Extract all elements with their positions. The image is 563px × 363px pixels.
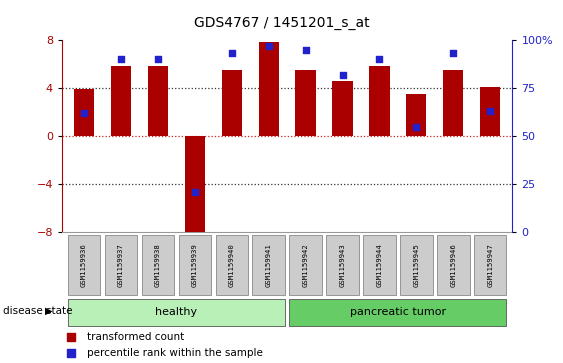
Point (301, 46, 310, 52)
Bar (148, 66, 168, 136)
Point (449, 50, 458, 56)
Point (117, 56, 126, 62)
Text: pancreatic tumor: pancreatic tumor (350, 307, 446, 317)
Text: GSM1159940: GSM1159940 (229, 243, 235, 287)
Point (79, 110, 88, 116)
Point (227, 50, 236, 56)
FancyBboxPatch shape (105, 235, 137, 295)
FancyBboxPatch shape (142, 235, 174, 295)
Point (264, 43, 273, 49)
Bar (258, 42, 279, 136)
Point (412, 123, 421, 129)
Text: GSM1159936: GSM1159936 (81, 243, 87, 287)
Point (338, 72, 347, 77)
Bar (369, 66, 390, 136)
Text: GSM1159939: GSM1159939 (192, 243, 198, 287)
FancyBboxPatch shape (178, 235, 211, 295)
Bar (296, 70, 316, 136)
Text: healthy: healthy (155, 307, 198, 317)
FancyBboxPatch shape (363, 235, 396, 295)
FancyBboxPatch shape (68, 235, 100, 295)
FancyBboxPatch shape (252, 235, 285, 295)
Text: GSM1159946: GSM1159946 (450, 243, 456, 287)
Point (153, 56, 162, 62)
Text: GSM1159938: GSM1159938 (155, 243, 161, 287)
Text: percentile rank within the sample: percentile rank within the sample (87, 348, 262, 358)
Text: GDS4767 / 1451201_s_at: GDS4767 / 1451201_s_at (194, 16, 369, 30)
Text: transformed count: transformed count (87, 332, 184, 342)
FancyBboxPatch shape (327, 235, 359, 295)
Bar (443, 70, 463, 136)
FancyBboxPatch shape (68, 299, 285, 326)
Point (486, 108, 495, 114)
Point (66, 350, 75, 356)
Bar (185, 136, 205, 242)
Text: GSM1159944: GSM1159944 (377, 243, 382, 287)
FancyBboxPatch shape (289, 235, 322, 295)
Text: GSM1159941: GSM1159941 (266, 243, 272, 287)
FancyBboxPatch shape (289, 299, 507, 326)
Bar (332, 81, 352, 136)
Text: GSM1159942: GSM1159942 (302, 243, 309, 287)
Text: GSM1159947: GSM1159947 (487, 243, 493, 287)
FancyBboxPatch shape (216, 235, 248, 295)
Text: disease state: disease state (3, 306, 72, 316)
Text: GSM1159945: GSM1159945 (413, 243, 419, 287)
Bar (480, 87, 501, 136)
Point (375, 56, 384, 62)
FancyBboxPatch shape (474, 235, 507, 295)
Bar (406, 94, 427, 136)
Bar (74, 89, 94, 136)
Bar (222, 70, 242, 136)
Bar (111, 66, 131, 136)
FancyBboxPatch shape (400, 235, 432, 295)
Point (190, 189, 199, 195)
Text: ▶: ▶ (45, 306, 52, 316)
FancyBboxPatch shape (437, 235, 470, 295)
Text: GSM1159943: GSM1159943 (339, 243, 346, 287)
Point (66, 334, 75, 340)
Text: GSM1159937: GSM1159937 (118, 243, 124, 287)
